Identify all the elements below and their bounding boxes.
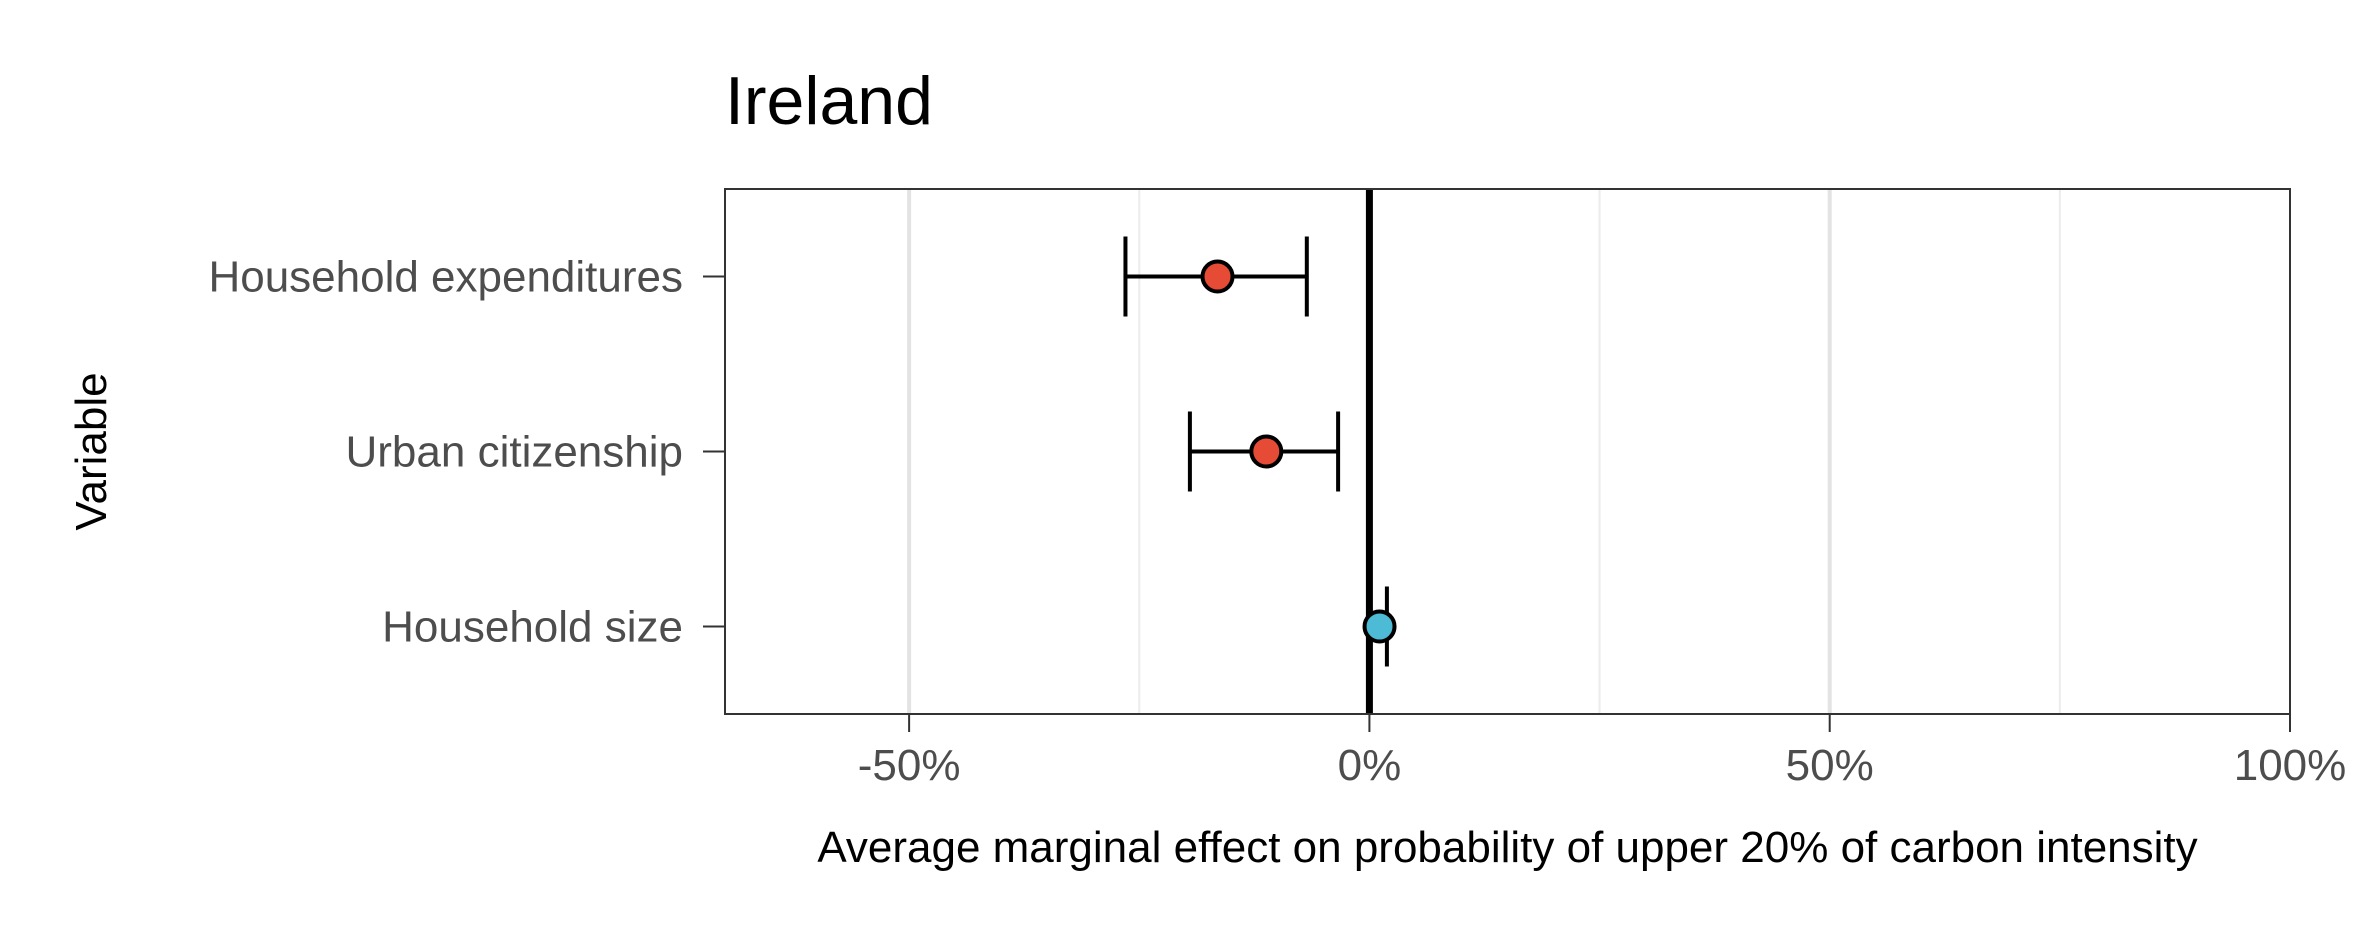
- data-marks: [1123, 236, 1397, 667]
- y-axis-title: Variable: [67, 372, 116, 530]
- axes: Household expenditures Urban citizenship H…: [208, 253, 2346, 791]
- point-with-errorbar: [1362, 586, 1397, 667]
- plot-panel-border: [724, 188, 2291, 715]
- x-tick-label: -50%: [858, 741, 961, 790]
- x-tick-label: 100%: [2234, 741, 2347, 790]
- x-axis-title: Average marginal effect on probability o…: [817, 823, 2197, 872]
- estimate-point: [1200, 259, 1235, 294]
- x-tick-label: 50%: [1786, 741, 1874, 790]
- estimate-point: [1249, 434, 1284, 469]
- y-tick-label: Household size: [382, 603, 683, 652]
- x-tick-label: 0%: [1338, 741, 1402, 790]
- y-tick-label: Household expenditures: [208, 253, 683, 302]
- estimate-point: [1362, 609, 1397, 644]
- chart-title: Ireland: [725, 63, 933, 139]
- point-with-errorbar: [1187, 411, 1341, 492]
- point-with-errorbar: [1123, 236, 1309, 317]
- y-tick-label: Urban citizenship: [346, 428, 684, 477]
- gridlines: [907, 189, 2061, 714]
